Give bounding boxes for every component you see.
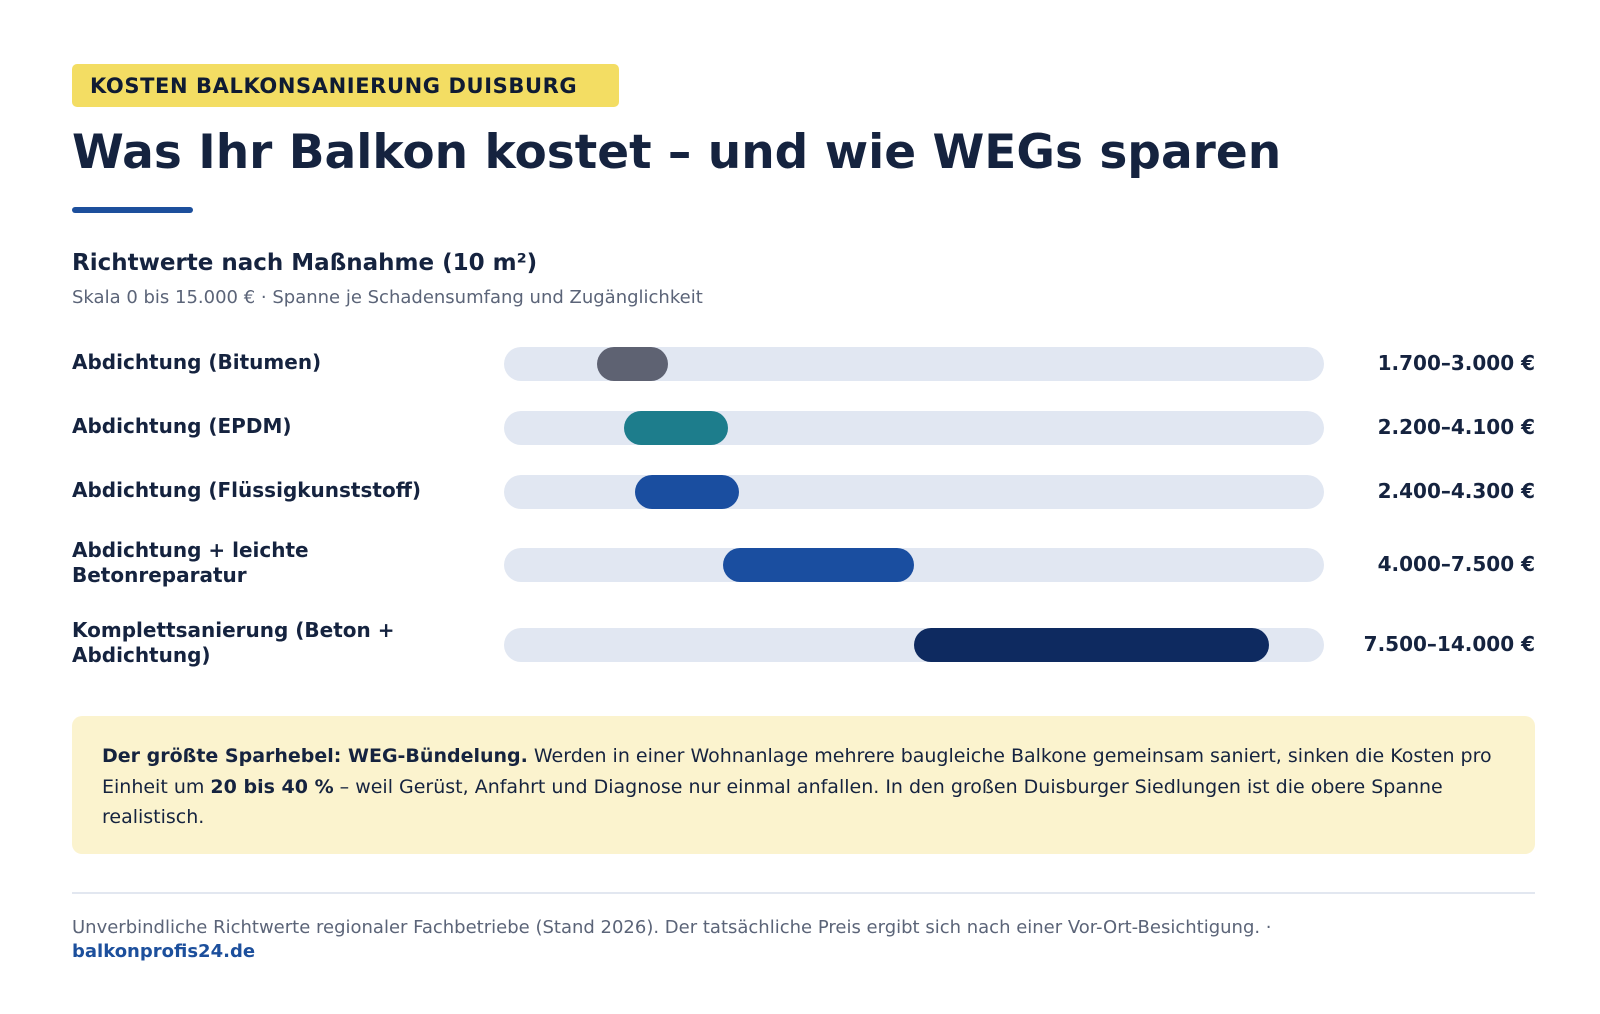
range-bar xyxy=(596,347,668,381)
range-bar xyxy=(635,475,740,509)
range-value-label: 1.700–3.000 € xyxy=(1377,351,1535,375)
range-bar xyxy=(914,628,1270,662)
range-value-label: 2.400–4.300 € xyxy=(1377,479,1535,503)
category-tag: KOSTEN BALKONSANIERUNG DUISBURG xyxy=(72,64,619,107)
note-lead: Der größte Sparhebel: WEG-Bündelung. xyxy=(102,745,528,767)
footer: Unverbindliche Richtwerte regionaler Fac… xyxy=(72,916,1372,964)
chart-title: Richtwerte nach Maßnahme (10 m²) xyxy=(72,250,538,276)
bar-track xyxy=(504,628,1324,662)
note-text-1: Werden in einer Wohnanlage mehrere baugl… xyxy=(102,745,1492,798)
note-text-2: – weil Gerüst, Anfahrt und Diagnose nur … xyxy=(102,775,1443,829)
chart-subtitle: Skala 0 bis 15.000 € · Spanne je Schaden… xyxy=(72,287,703,308)
range-value-label: 2.200–4.100 € xyxy=(1377,415,1535,439)
note-highlight: 20 bis 40 % xyxy=(210,775,334,798)
range-value-label: 4.000–7.500 € xyxy=(1377,552,1535,576)
page-title: Was Ihr Balkon kostet – und wie WEGs spa… xyxy=(72,125,1282,180)
row-label: Abdichtung + leichte Betonreparatur xyxy=(72,538,309,587)
footer-divider xyxy=(72,892,1535,894)
savings-note: Der größte Sparhebel: WEG-Bündelung. Wer… xyxy=(72,716,1535,854)
range-bar xyxy=(722,548,914,582)
range-value-label: 7.500–14.000 € xyxy=(1363,632,1535,656)
row-label: Komplettsanierung (Beton + Abdichtung) xyxy=(72,618,395,667)
bar-track xyxy=(504,411,1324,445)
bar-track xyxy=(504,347,1324,381)
footer-disclaimer: Unverbindliche Richtwerte regionaler Fac… xyxy=(72,917,1272,938)
title-underline xyxy=(72,207,193,213)
bar-track xyxy=(504,475,1324,509)
bar-track xyxy=(504,548,1324,582)
row-label: Abdichtung (EPDM) xyxy=(72,414,292,438)
range-bar xyxy=(624,411,729,445)
row-label: Abdichtung (Flüssigkunststoff) xyxy=(72,478,422,502)
row-label: Abdichtung (Bitumen) xyxy=(72,350,322,374)
footer-link[interactable]: balkonprofis24.de xyxy=(72,941,256,962)
